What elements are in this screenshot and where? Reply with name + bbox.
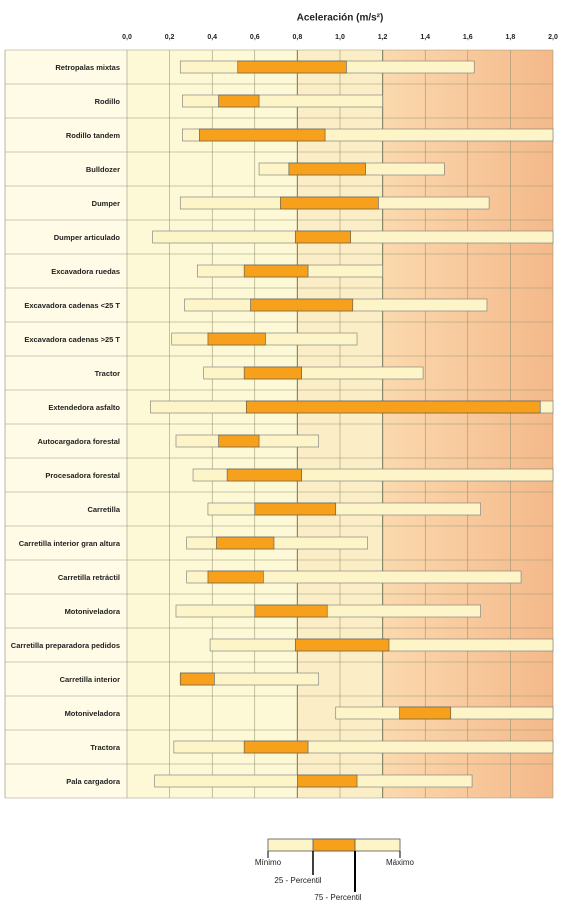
box-bar xyxy=(246,401,540,413)
box-bar xyxy=(208,333,266,345)
box-bar xyxy=(219,435,259,447)
category-label: Autocargadora forestal xyxy=(4,424,120,458)
category-label: Motoniveladora xyxy=(4,696,120,730)
category-label: Bulldozer xyxy=(4,152,120,186)
box-bar xyxy=(251,299,353,311)
category-label: Rodillo xyxy=(4,84,120,118)
x-tick-label: 0,6 xyxy=(250,34,260,41)
category-label: Carretilla retráctil xyxy=(4,560,120,594)
legend-label: 25 - Percentil xyxy=(274,876,321,885)
x-tick-label: 1,2 xyxy=(378,34,388,41)
x-tick-label: 1,0 xyxy=(335,34,345,41)
box-bar xyxy=(297,775,357,787)
category-label: Motoniveladora xyxy=(4,594,120,628)
category-label: Excavadora cadenas >25 T xyxy=(4,322,120,356)
category-label: Extendedora asfalto xyxy=(4,390,120,424)
box-bar xyxy=(244,741,308,753)
box-bar xyxy=(244,265,308,277)
box-bar xyxy=(199,129,325,141)
x-tick-label: 0,0 xyxy=(122,34,132,41)
legend-label: Máximo xyxy=(386,858,415,867)
box-bar xyxy=(219,95,259,107)
box-bar xyxy=(400,707,451,719)
category-label: Carretilla interior gran altura xyxy=(4,526,120,560)
category-label: Tractor xyxy=(4,356,120,390)
legend-label: Mínimo xyxy=(255,858,282,867)
x-tick-label: 0,2 xyxy=(165,34,175,41)
range-bar xyxy=(176,605,481,617)
box-bar xyxy=(208,571,263,583)
range-bar xyxy=(174,741,553,753)
box-bar xyxy=(255,503,336,515)
legend-label: 75 - Percentil xyxy=(314,893,361,902)
x-tick-label: 1,4 xyxy=(420,34,430,41)
range-bar xyxy=(204,367,423,379)
box-bar xyxy=(295,639,389,651)
box-bar xyxy=(280,197,378,209)
x-tick-label: 0,8 xyxy=(293,34,303,41)
box-bar xyxy=(289,163,366,175)
range-bar xyxy=(187,537,368,549)
range-bar xyxy=(182,95,382,107)
box-bar xyxy=(216,537,274,549)
category-label: Procesadora forestal xyxy=(4,458,120,492)
range-bar xyxy=(153,231,553,243)
box-bar xyxy=(238,61,347,73)
x-tick-label: 1,8 xyxy=(506,34,516,41)
x-tick-label: 2,0 xyxy=(548,34,558,41)
chart-title: Aceleración (m/s²) xyxy=(297,13,384,24)
x-tick-label: 1,6 xyxy=(463,34,473,41)
legend: Mínimo Máximo 25 - Percentil 75 - Percen… xyxy=(255,839,415,902)
category-label: Carretilla interior xyxy=(4,662,120,696)
category-label: Excavadora cadenas <25 T xyxy=(4,288,120,322)
box-bar xyxy=(255,605,327,617)
legend-box xyxy=(313,839,355,851)
category-label: Pala cargadora xyxy=(4,764,120,798)
category-label: Tractora xyxy=(4,730,120,764)
category-label: Rodillo tandem xyxy=(4,118,120,152)
category-label: Carretilla xyxy=(4,492,120,526)
category-label: Retropalas mixtas xyxy=(4,50,120,84)
box-bar xyxy=(227,469,302,481)
category-label: Dumper articulado xyxy=(4,220,120,254)
x-tick-label: 0,4 xyxy=(207,34,217,41)
box-bar xyxy=(244,367,302,379)
category-label: Excavadora ruedas xyxy=(4,254,120,288)
box-bar xyxy=(180,673,214,685)
category-label: Carretilla preparadora pedidos xyxy=(4,628,120,662)
page: Aceleración (m/s²) 0,0 0,2 0,4 0,6 0,8 1,0 1,2… xyxy=(0,0,567,903)
category-label: Dumper xyxy=(4,186,120,220)
box-bar xyxy=(295,231,350,243)
range-bar xyxy=(208,503,481,515)
